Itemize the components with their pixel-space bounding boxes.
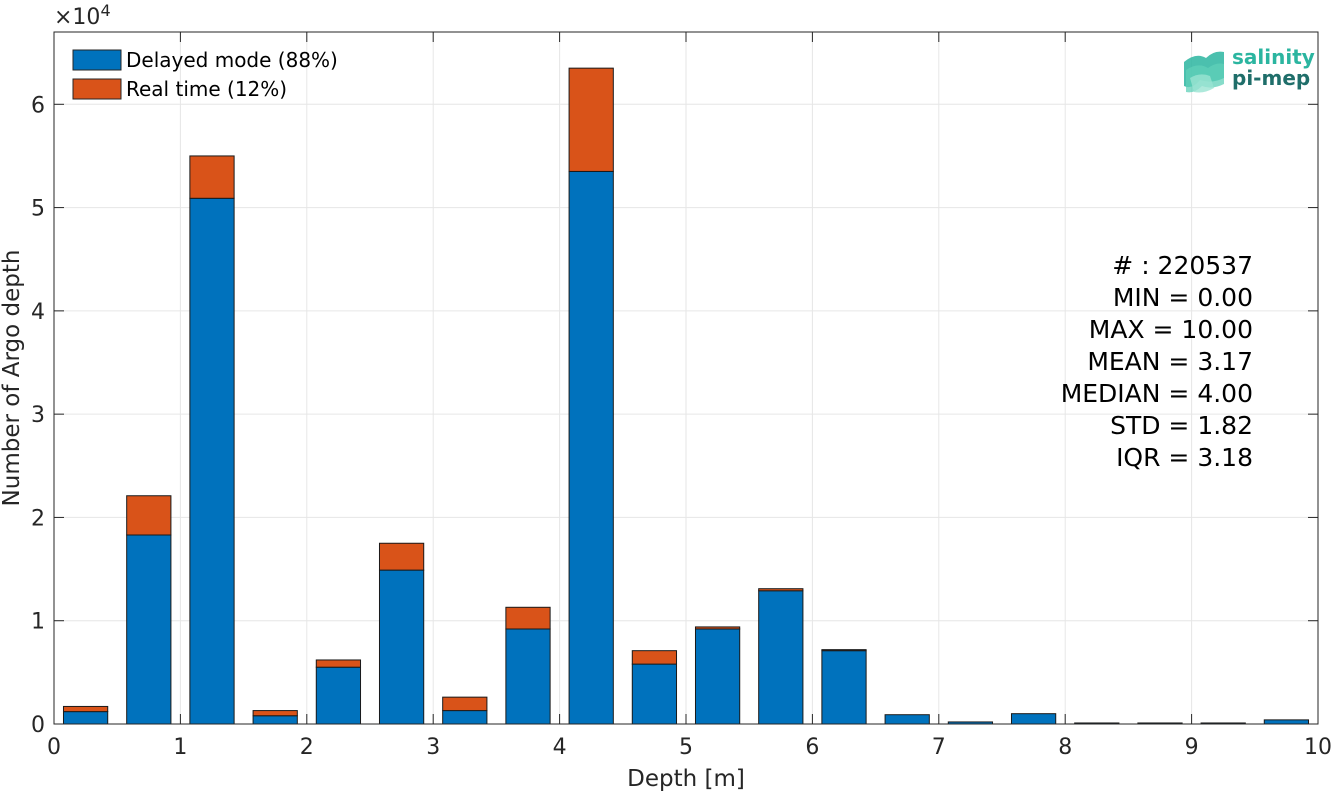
legend-label-realtime: Real time (12%) — [126, 77, 287, 101]
bar-realtime-7 — [505, 606, 551, 630]
x-tick-label-1: 1 — [173, 735, 187, 760]
y-tick-label-1: 1 — [31, 610, 45, 635]
x-tick-label-4: 4 — [553, 735, 567, 760]
bar-delayed-4 — [315, 666, 362, 725]
y-tick-label-3: 3 — [31, 403, 45, 428]
bar-delayed-15 — [1010, 713, 1057, 725]
y-tick-label-5: 5 — [31, 197, 45, 222]
stats-iqr: IQR = 3.18 — [1116, 443, 1253, 472]
x-tick-label-5: 5 — [679, 735, 693, 760]
stats-std: STD = 1.82 — [1110, 411, 1253, 440]
x-tick-label-0: 0 — [47, 735, 61, 760]
bar-realtime-6 — [442, 696, 488, 712]
x-tick-label-7: 7 — [932, 735, 946, 760]
bar-realtime-9 — [631, 650, 678, 665]
bar-delayed-3 — [252, 715, 298, 725]
bar-realtime-5 — [378, 542, 425, 571]
bar-delayed-1 — [126, 534, 172, 725]
x-tick-label-6: 6 — [805, 735, 819, 760]
stats-box: # : 220537 MIN = 0.00 MAX = 10.00 MEAN =… — [1061, 251, 1253, 472]
y-tick-label-4: 4 — [31, 300, 45, 325]
y-tick-label-6: 6 — [31, 93, 45, 118]
bar-delayed-11 — [758, 590, 804, 725]
x-tick-label-3: 3 — [426, 735, 440, 760]
stats-min: MIN = 0.00 — [1113, 283, 1253, 312]
bar-delayed-12 — [821, 650, 867, 725]
legend-swatch-realtime — [72, 78, 122, 100]
bar-delayed-7 — [505, 628, 551, 725]
x-tick-label-10: 10 — [1304, 735, 1332, 760]
bar-realtime-10 — [694, 626, 741, 630]
bar-delayed-0 — [62, 711, 109, 725]
ticks: 0 1 2 3 4 5 6 7 8 9 10 0 1 2 3 4 5 6 — [31, 32, 1332, 760]
x-tick-label-2: 2 — [300, 735, 314, 760]
bar-realtime-11 — [758, 588, 804, 592]
y-multiplier: ×104 — [54, 1, 111, 30]
legend-swatch-delayed — [72, 49, 122, 71]
bar-realtime-1 — [126, 495, 172, 536]
bar-delayed-6 — [442, 710, 488, 725]
bar-realtime-12 — [821, 649, 867, 652]
y-tick-label-0: 0 — [31, 713, 45, 738]
logo-text-salinity: salinity — [1232, 45, 1315, 69]
bar-delayed-19 — [1263, 719, 1310, 725]
bar-delayed-5 — [378, 569, 425, 725]
stats-max: MAX = 10.00 — [1089, 315, 1253, 344]
bar-realtime-8 — [568, 67, 614, 172]
bar-delayed-10 — [694, 628, 741, 725]
bar-realtime-2 — [189, 155, 235, 199]
x-tick-label-8: 8 — [1058, 735, 1072, 760]
bar-delayed-8 — [568, 170, 614, 725]
y-axis-label: Number of Argo depth — [0, 250, 25, 507]
logo-wave-icon — [1184, 51, 1224, 93]
legend-label-delayed: Delayed mode (88%) — [126, 48, 338, 72]
x-tick-label-9: 9 — [1185, 735, 1199, 760]
y-tick-label-2: 2 — [31, 506, 45, 531]
legend: Delayed mode (88%) Real time (12%) — [72, 48, 338, 101]
stats-median: MEDIAN = 4.00 — [1061, 379, 1253, 408]
bar-delayed-2 — [189, 197, 235, 725]
x-axis-label: Depth [m] — [627, 766, 745, 792]
bar-delayed-13 — [884, 714, 930, 725]
bars — [62, 67, 1310, 725]
salinity-pimep-logo: salinity pi-mep — [1184, 45, 1315, 93]
stats-mean: MEAN = 3.17 — [1087, 347, 1253, 376]
bar-realtime-4 — [315, 659, 362, 668]
logo-text-pimep: pi-mep — [1232, 66, 1310, 90]
stats-count: # : 220537 — [1112, 251, 1253, 280]
bar-realtime-3 — [252, 710, 298, 717]
bar-realtime-0 — [62, 705, 109, 713]
bar-delayed-9 — [631, 663, 678, 725]
